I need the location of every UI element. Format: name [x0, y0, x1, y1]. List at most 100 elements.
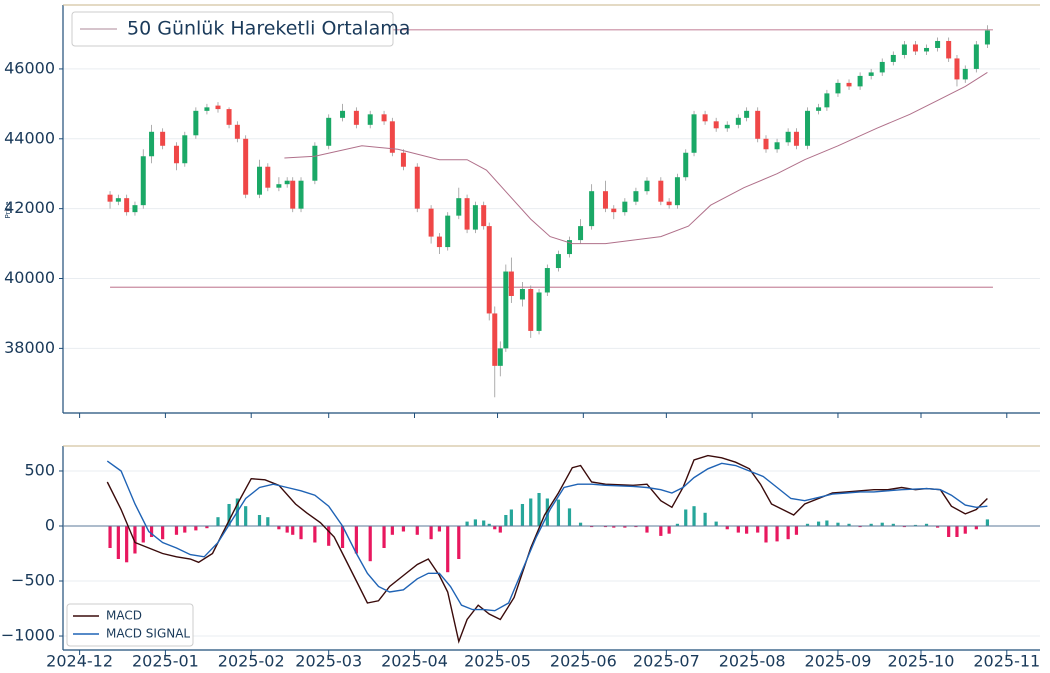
candle-body: [290, 180, 296, 209]
candle-body: [486, 226, 492, 314]
x-tick-label: 2025-08: [719, 652, 786, 671]
y-tick-label: 40000: [4, 268, 55, 287]
histogram-bar: [285, 525, 289, 533]
histogram-bar: [482, 520, 486, 526]
histogram-bar: [244, 506, 248, 526]
histogram-bar: [955, 525, 959, 537]
histogram-bar: [473, 519, 477, 526]
candle-body: [389, 121, 395, 153]
candle-body: [901, 44, 907, 55]
histogram-bar: [498, 525, 502, 533]
candle-body: [755, 110, 761, 139]
candle-body: [326, 117, 332, 146]
y-axis-label: Price: [4, 201, 12, 218]
candle-body: [935, 40, 941, 48]
histogram-bar: [537, 492, 541, 526]
histogram-bar: [603, 525, 608, 528]
histogram-bar: [924, 523, 929, 526]
histogram-bar: [825, 520, 829, 526]
candle-body: [257, 166, 263, 195]
histogram-bar: [194, 525, 198, 531]
x-tick-label: 2025-06: [550, 652, 617, 671]
histogram-bar: [836, 522, 840, 526]
histogram-bar: [684, 509, 688, 526]
candle-body: [445, 215, 451, 248]
x-tick-label: 2025-11: [973, 652, 1040, 671]
histogram-bar: [149, 525, 154, 537]
candle-body: [519, 288, 525, 300]
x-tick-label: 2025-04: [381, 652, 448, 671]
histogram-bar: [437, 525, 442, 532]
histogram-bar: [504, 514, 508, 526]
candle-body: [414, 166, 420, 209]
candle-body: [555, 254, 561, 269]
histogram-bar: [659, 525, 663, 536]
candle-body: [193, 110, 199, 136]
histogram-bar: [125, 525, 129, 563]
histogram-bar: [313, 525, 317, 543]
histogram-bar: [667, 525, 671, 534]
histogram-bar: [487, 523, 491, 526]
histogram-bar: [545, 498, 549, 526]
candle-body: [481, 205, 487, 227]
histogram-bar: [891, 523, 895, 526]
y-tick-label: 500: [24, 460, 55, 479]
histogram-bar: [457, 525, 461, 560]
candle-body: [774, 142, 780, 150]
candle-body: [367, 114, 373, 125]
candle-body: [611, 208, 617, 213]
legend-box: [71, 11, 394, 47]
histogram-bar: [578, 522, 583, 526]
histogram-bar: [816, 521, 821, 526]
candle-body: [234, 124, 240, 139]
x-tick-label: 2025-09: [805, 652, 872, 671]
histogram-bar: [266, 517, 270, 526]
histogram-bar: [161, 525, 165, 540]
candle-body: [973, 44, 979, 69]
histogram-bar: [858, 525, 862, 528]
legend-box: [66, 603, 194, 647]
histogram-bar: [634, 525, 638, 528]
candle-body: [658, 180, 664, 202]
histogram-bar: [116, 525, 120, 560]
histogram-bar: [174, 525, 179, 535]
x-tick-label: 2025-10: [888, 652, 955, 671]
histogram-bar: [645, 525, 649, 533]
histogram-bar: [947, 525, 951, 537]
line-series: [284, 71, 988, 245]
histogram-bar: [429, 525, 433, 540]
candle-body: [243, 138, 249, 195]
candle-body: [508, 271, 514, 296]
histogram-bar: [692, 506, 696, 526]
candle-body: [868, 72, 874, 76]
y-tick-label: 0: [45, 515, 55, 534]
candle-body: [735, 117, 741, 125]
histogram-bar: [216, 517, 220, 526]
histogram-bar: [257, 514, 262, 526]
candle-body: [276, 184, 282, 188]
histogram-bar: [794, 525, 799, 535]
candle-body: [589, 191, 595, 227]
candle-body: [400, 152, 406, 167]
x-tick-label: 2024-12: [46, 652, 113, 671]
x-tick-label: 2025-05: [464, 652, 531, 671]
candle-body: [691, 114, 697, 153]
histogram-bar: [299, 525, 303, 540]
histogram-bar: [401, 525, 406, 532]
candle-body: [428, 208, 434, 237]
histogram-bar: [880, 522, 884, 526]
candle-body: [713, 121, 719, 129]
candle-body: [226, 109, 232, 125]
candle-body: [528, 288, 534, 331]
y-tick-label: −500: [11, 571, 55, 590]
candle-body: [436, 236, 442, 248]
candle-body: [683, 152, 689, 178]
histogram-bar: [108, 525, 112, 548]
histogram-bar: [963, 525, 967, 534]
candle-body: [793, 131, 799, 146]
x-tick-label: 2025-03: [295, 652, 362, 671]
histogram-bar: [725, 525, 729, 530]
candle-body: [666, 201, 672, 206]
histogram-bar: [382, 525, 386, 548]
